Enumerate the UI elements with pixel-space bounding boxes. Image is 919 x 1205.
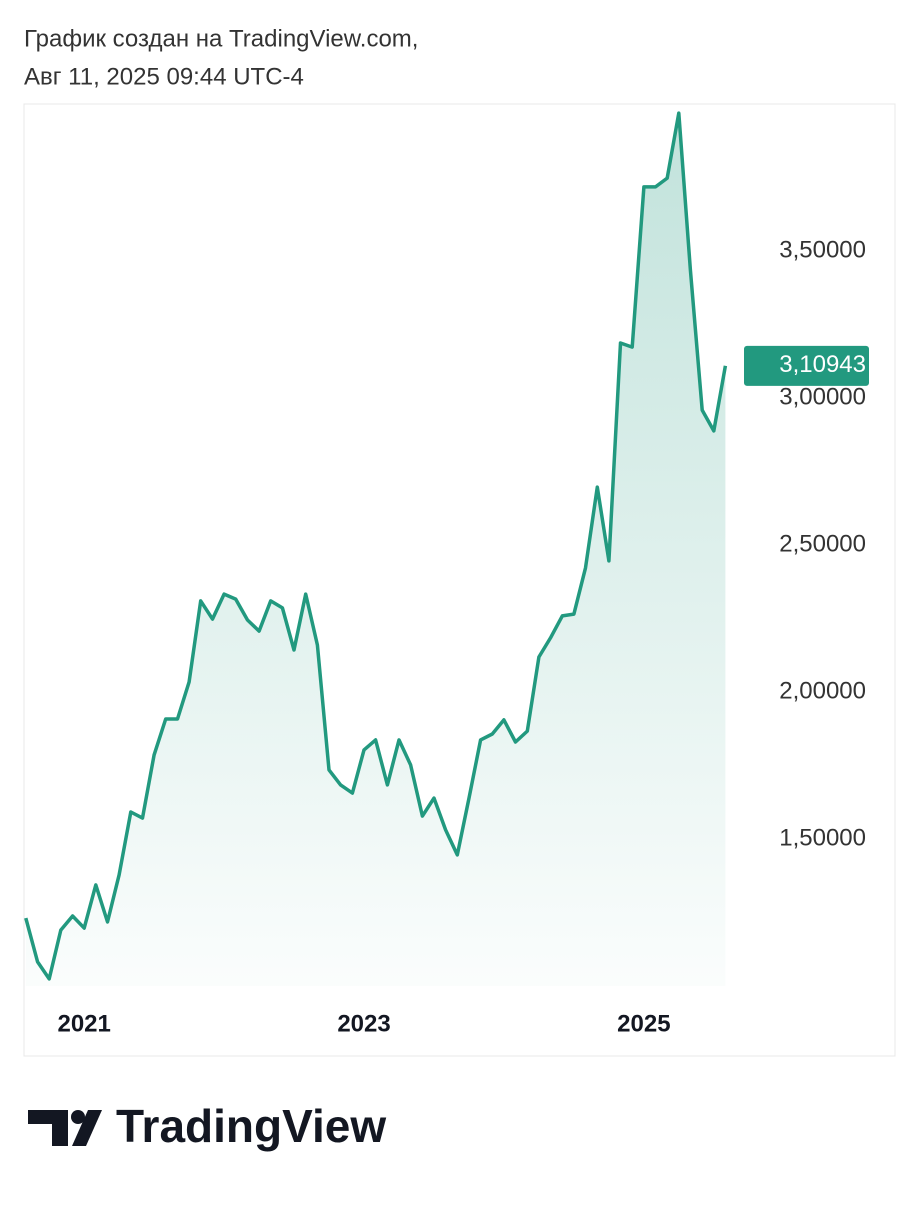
y-tick-label: 2,50000 (779, 530, 866, 557)
x-tick-label: 2023 (337, 1010, 390, 1037)
y-tick-label: 2,00000 (779, 677, 866, 704)
last-price-label: 3,10943 (779, 351, 866, 378)
last-price-badge (744, 345, 869, 386)
chart-frame (23, 103, 896, 1057)
chart-subtitle: Авг 11, 2025 09:44 UTC-4 (24, 63, 304, 90)
logo-icon (28, 1110, 68, 1146)
area-fill (25, 113, 726, 987)
logo-text: TradingView (116, 1100, 386, 1152)
y-tick-label: 3,50000 (779, 236, 866, 263)
y-tick-label: 3,00000 (779, 383, 866, 410)
x-tick-label: 2025 (617, 1010, 670, 1037)
price-line (24, 111, 728, 981)
logo: TradingView (28, 1100, 386, 1152)
logo-icon-slash (72, 1110, 102, 1146)
x-tick-label: 2021 (57, 1010, 110, 1037)
y-tick-label: 1,50000 (779, 824, 866, 851)
chart-title: График создан на TradingView.com, (24, 25, 418, 52)
logo-icon-dot (71, 1110, 85, 1124)
